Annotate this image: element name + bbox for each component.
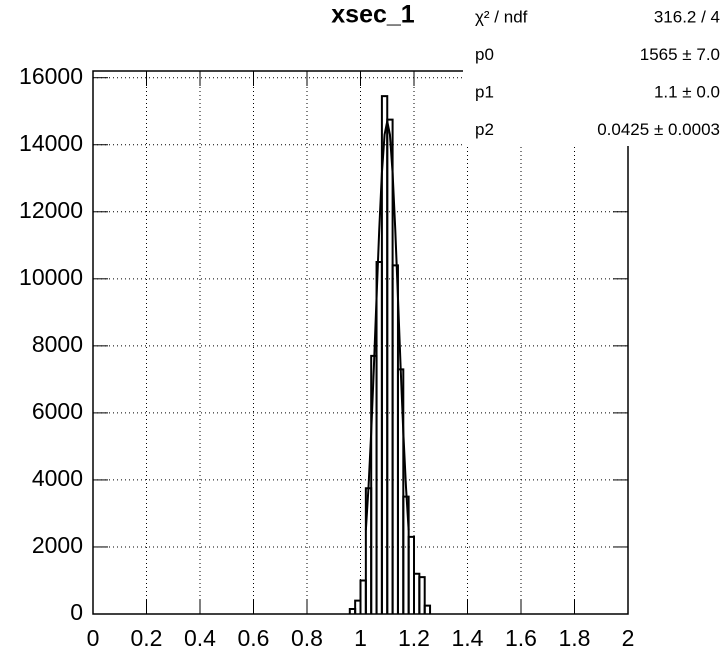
histogram-bin: [418, 576, 426, 614]
y-tick-label: 14000: [19, 130, 83, 156]
y-tick-label: 6000: [32, 398, 83, 424]
y-tick-label: 2000: [32, 532, 83, 558]
fit-curve: [364, 121, 410, 531]
x-tick-label: 0: [87, 625, 100, 651]
y-tick-label: 12000: [19, 197, 83, 223]
x-tick-label: 1.2: [398, 625, 430, 651]
y-tick-label: 8000: [32, 331, 83, 357]
histogram-bin: [423, 604, 432, 614]
stats-label: p0: [475, 45, 494, 64]
y-tick-label: 4000: [32, 465, 83, 491]
stats-box: [463, 0, 726, 146]
stats-value: 1.1 ± 0.0: [654, 82, 720, 101]
stats-value: 316.2 / 4: [654, 7, 720, 26]
x-tick-label: 0.4: [184, 625, 216, 651]
stats-label: χ² / ndf: [475, 7, 528, 26]
x-tick-label: 1: [354, 625, 367, 651]
y-tick-label: 10000: [19, 264, 83, 290]
x-tick-label: 2: [622, 625, 635, 651]
stats-value: 0.0425 ± 0.0003: [597, 120, 720, 139]
stats-label: p2: [475, 120, 494, 139]
plot-frame: [92, 70, 629, 615]
x-tick-label: 1.4: [452, 625, 484, 651]
x-tick-label: 1.8: [559, 625, 591, 651]
x-tick-label: 0.2: [131, 625, 163, 651]
stats-value: 1565 ± 7.0: [640, 45, 720, 64]
y-tick-label: 0: [70, 599, 83, 625]
x-tick-label: 0.8: [291, 625, 323, 651]
y-tick-label: 16000: [19, 63, 83, 89]
x-tick-label: 1.6: [505, 625, 537, 651]
x-tick-label: 0.6: [238, 625, 270, 651]
stats-label: p1: [475, 82, 494, 101]
chart-title: xsec_1: [331, 1, 415, 29]
